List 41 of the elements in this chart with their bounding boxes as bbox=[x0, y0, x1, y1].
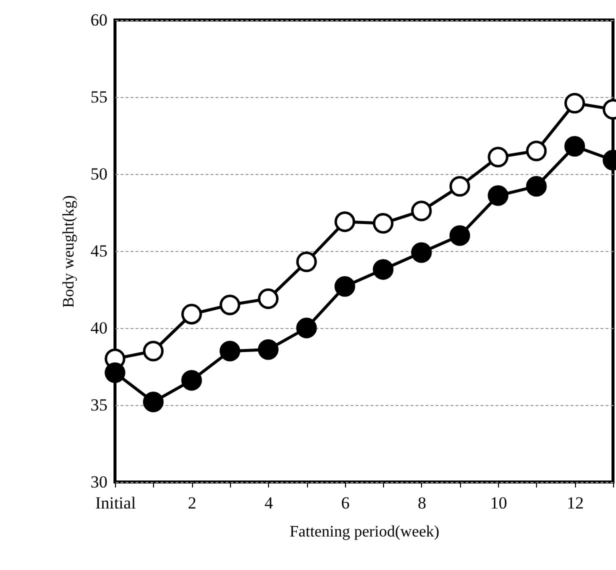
point bbox=[372, 259, 394, 280]
point bbox=[449, 225, 470, 246]
point bbox=[220, 340, 240, 362]
point bbox=[488, 146, 508, 168]
point bbox=[372, 212, 394, 234]
y-tick-label: 55 bbox=[90, 88, 108, 106]
point bbox=[526, 176, 547, 197]
x-tick-label: 12 bbox=[566, 494, 584, 512]
point bbox=[488, 185, 508, 206]
y-tick-label: 50 bbox=[90, 164, 108, 184]
point bbox=[411, 242, 432, 263]
y-tick-label: 45 bbox=[90, 242, 108, 260]
y-axis-title: Body weught(kg) bbox=[60, 195, 78, 308]
y-tick-label: 40 bbox=[90, 318, 108, 338]
point bbox=[142, 392, 164, 412]
y-tick-label: 30 bbox=[90, 472, 108, 492]
x-tick-label: 10 bbox=[490, 494, 508, 512]
point bbox=[334, 211, 356, 232]
y-tick-label: 60 bbox=[90, 10, 108, 30]
x-axis-title: Fattening period(week) bbox=[290, 524, 440, 540]
point bbox=[411, 200, 432, 222]
point bbox=[564, 136, 586, 157]
y-tick-label: 35 bbox=[90, 396, 108, 414]
x-tick-label: 2 bbox=[188, 494, 196, 512]
point bbox=[220, 294, 240, 316]
point bbox=[181, 304, 202, 324]
x-tick-label: 4 bbox=[264, 494, 274, 512]
point bbox=[181, 370, 202, 391]
x-tick-label: 6 bbox=[341, 494, 350, 512]
x-tick-label: Initial bbox=[95, 494, 136, 512]
point bbox=[296, 318, 317, 338]
point bbox=[142, 340, 164, 362]
point bbox=[104, 362, 126, 383]
point bbox=[258, 339, 279, 360]
point bbox=[564, 92, 586, 114]
point bbox=[258, 288, 279, 310]
point bbox=[526, 140, 547, 162]
point bbox=[449, 176, 470, 197]
point bbox=[296, 251, 317, 272]
point bbox=[334, 276, 356, 297]
x-tick-label: 8 bbox=[418, 494, 426, 512]
